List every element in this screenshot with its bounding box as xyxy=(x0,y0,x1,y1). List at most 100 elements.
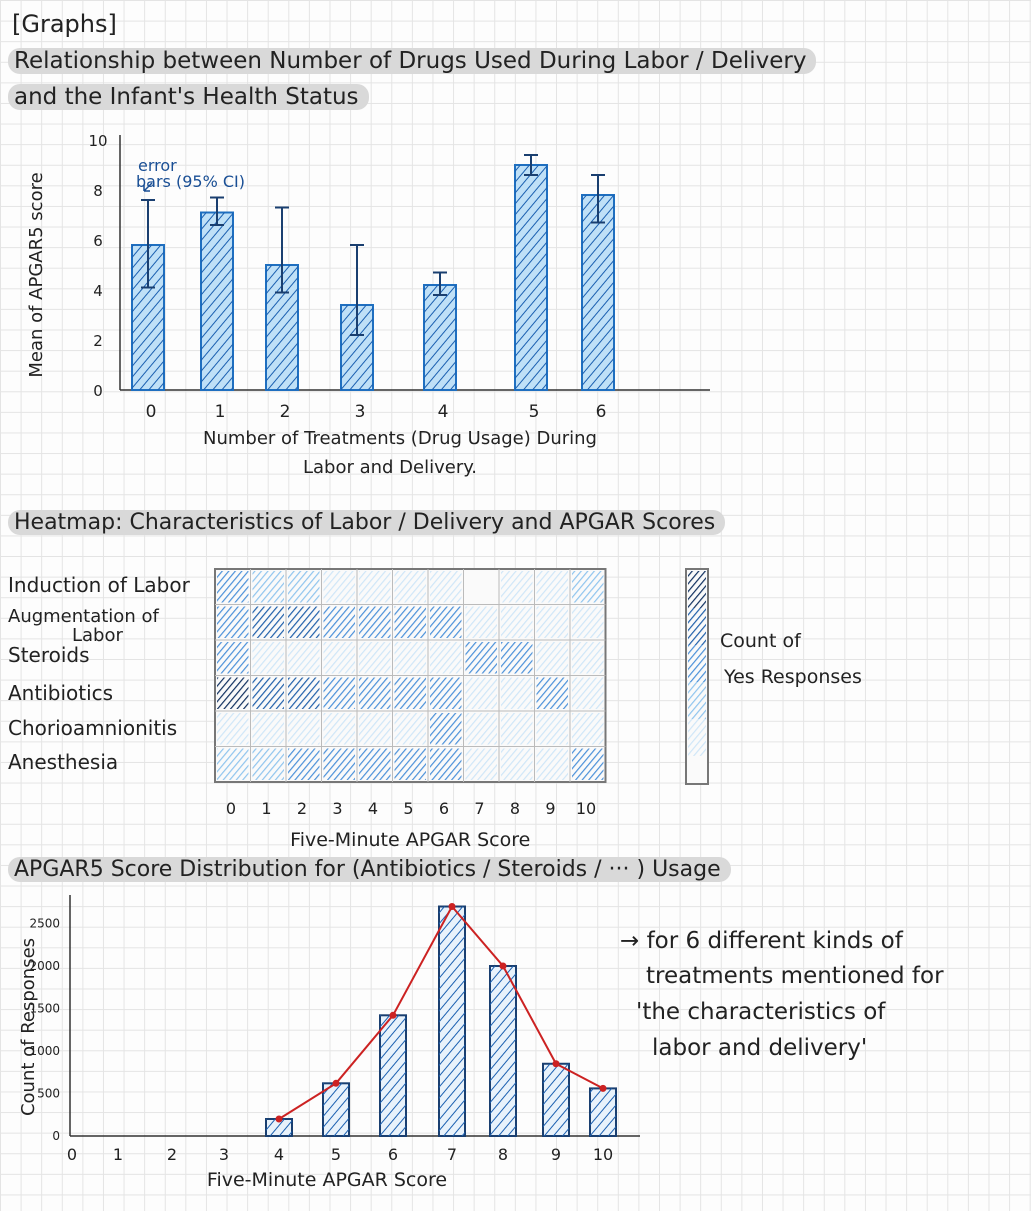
column-label: 8 xyxy=(510,799,520,818)
heatmap-cell xyxy=(252,748,284,780)
heatmap-cell xyxy=(217,677,249,709)
histogram-bar-hatch xyxy=(266,1119,292,1136)
x-tick-label: 5 xyxy=(331,1145,341,1164)
y-axis-label: Count of Responses xyxy=(18,938,39,1116)
heatmap-cell xyxy=(217,748,249,780)
column-label: 6 xyxy=(439,799,449,818)
heatmap-cell xyxy=(394,606,426,638)
heatmap-cell xyxy=(501,748,533,780)
page-header: [Graphs] xyxy=(12,10,117,38)
legend-label-line2: Yes Responses xyxy=(723,666,862,688)
column-label: 1 xyxy=(261,799,271,818)
bar-chart-title-line2: and the Infant's Health Status xyxy=(8,84,369,110)
error-bars-note-line1: error xyxy=(138,156,177,175)
histogram-bar-hatch xyxy=(323,1083,349,1136)
heatmap-cell xyxy=(536,713,568,745)
legend-swatch xyxy=(688,682,706,719)
x-tick-label: 1 xyxy=(215,402,226,422)
heatmap-cell xyxy=(252,713,284,745)
heatmap-cell xyxy=(572,606,604,638)
legend-swatch xyxy=(688,608,706,645)
heatmap-cell xyxy=(252,677,284,709)
x-tick-label: 6 xyxy=(388,1145,398,1164)
hist-note-line1: → for 6 different kinds of xyxy=(620,928,903,954)
heatmap-cell xyxy=(501,571,533,603)
heatmap-cell xyxy=(430,642,462,674)
column-label: 2 xyxy=(297,799,307,818)
heatmap-cell xyxy=(394,713,426,745)
trend-point xyxy=(275,1115,283,1123)
trend-point xyxy=(499,962,507,970)
column-label: 10 xyxy=(576,799,596,818)
heatmap-cell xyxy=(359,571,391,603)
heatmap-cell xyxy=(217,571,249,603)
heatmap-cell xyxy=(465,642,497,674)
heatmap-cell xyxy=(394,642,426,674)
heatmap-cell xyxy=(323,642,355,674)
trend-point xyxy=(552,1060,560,1068)
x-tick-label: 4 xyxy=(438,402,449,422)
heatmap-cell xyxy=(217,642,249,674)
heatmap-cell xyxy=(501,606,533,638)
trend-point xyxy=(332,1079,340,1087)
y-tick-label: 500 xyxy=(37,1087,60,1101)
column-label: 5 xyxy=(403,799,413,818)
y-axis-label: Mean of APGAR5 score xyxy=(26,172,47,377)
heatmap-cell xyxy=(394,748,426,780)
y-tick-label: 0 xyxy=(52,1129,60,1143)
heatmap-cell xyxy=(288,748,320,780)
x-tick-label: 5 xyxy=(529,402,540,422)
y-tick-label: 1000 xyxy=(29,1044,60,1058)
heatmap-cell xyxy=(430,606,462,638)
bar-hatch xyxy=(201,212,233,390)
heatmap-cell xyxy=(430,748,462,780)
row-label: Induction of Labor xyxy=(8,573,191,597)
column-label: 9 xyxy=(545,799,555,818)
heatmap-cell xyxy=(288,713,320,745)
column-label: 3 xyxy=(332,799,342,818)
column-label: 0 xyxy=(226,799,236,818)
bar-hatch xyxy=(515,165,547,390)
heatmap-cell xyxy=(252,571,284,603)
apgar-histogram: 0 500 1000 1500 2000 2500 Count of Responses 0 1… xyxy=(18,895,640,1191)
column-label: 7 xyxy=(474,799,484,818)
x-tick-label: 8 xyxy=(498,1145,508,1164)
heatmap-cell xyxy=(359,642,391,674)
heatmap-cell xyxy=(323,606,355,638)
heatmap-cell xyxy=(430,713,462,745)
heatmap-cell xyxy=(572,713,604,745)
x-tick-label: 7 xyxy=(447,1145,457,1164)
heatmap-cell xyxy=(572,642,604,674)
x-tick-label: 3 xyxy=(355,402,366,422)
heatmap-cell xyxy=(323,677,355,709)
x-axis-label-line1: Number of Treatments (Drug Usage) During xyxy=(203,428,597,449)
heatmap-cell xyxy=(288,571,320,603)
heatmap-cell xyxy=(359,606,391,638)
row-label: Antibiotics xyxy=(8,681,113,705)
y-tick-label: 2 xyxy=(93,332,103,350)
x-tick-label: 0 xyxy=(67,1145,77,1164)
heatmap-cell xyxy=(501,677,533,709)
legend-swatch xyxy=(688,719,706,756)
heatmap-cell xyxy=(394,677,426,709)
histogram-bar-hatch xyxy=(543,1063,569,1136)
y-tick-label: 2500 xyxy=(29,917,60,931)
heatmap-cell xyxy=(359,677,391,709)
histogram-bar-hatch xyxy=(590,1088,616,1136)
histogram-bar-hatch xyxy=(490,966,516,1136)
y-tick-label: 4 xyxy=(93,282,103,300)
y-tick-label: 0 xyxy=(93,382,103,400)
row-label: Labor xyxy=(72,625,123,646)
heatmap-cell xyxy=(359,713,391,745)
bar-chart-title-line1: Relationship between Number of Drugs Use… xyxy=(8,48,817,74)
x-axis-label: Five-Minute APGAR Score xyxy=(207,1169,447,1191)
legend-swatch xyxy=(688,645,706,682)
apgar-heatmap: Induction of Labor Augmentation ofLaborSt… xyxy=(8,568,862,851)
bar-hatch xyxy=(424,285,456,390)
heatmap-cell xyxy=(430,571,462,603)
heatmap-cell xyxy=(323,713,355,745)
x-axis-label-line2: Labor and Delivery. xyxy=(303,457,477,478)
heatmap-cell xyxy=(217,713,249,745)
y-tick-label: 8 xyxy=(93,182,103,200)
heatmap-cell xyxy=(572,748,604,780)
